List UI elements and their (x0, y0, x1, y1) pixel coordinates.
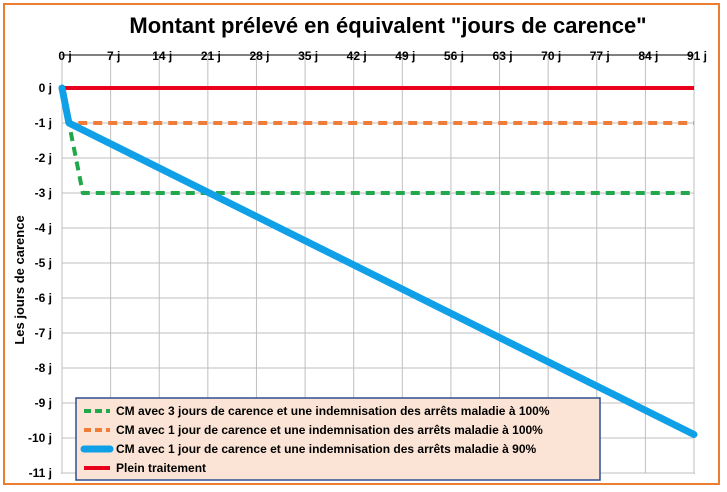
y-tick-label: -8 j (35, 361, 52, 375)
x-tick-label: 0 j (58, 49, 71, 63)
x-tick-label: 56 j (444, 49, 464, 63)
legend: CM avec 3 jours de carence et une indemn… (75, 397, 601, 481)
legend-label-3: CM avec 1 jour de carence et une indemni… (116, 442, 537, 456)
x-tick-label: 14 j (152, 49, 172, 63)
y-tick-label: -7 j (35, 326, 52, 340)
series-line-3 (58, 84, 698, 438)
y-tick-label: -4 j (35, 221, 52, 235)
y-axis-label: Les jours de carence (12, 215, 27, 344)
x-tick-label: 84 j (638, 49, 658, 63)
y-tick-labels: 0 j -1 j -2 j -3 j -4 j -5 j -6 j -7 j -8 j -9 j -… (28, 81, 52, 480)
legend-label-4: Plein traitement (116, 461, 206, 475)
y-tick-label: -6 j (35, 291, 52, 305)
x-tick-label: 35 j (298, 49, 318, 63)
y-tick-label: -3 j (35, 186, 52, 200)
x-tick-label: 49 j (395, 49, 415, 63)
x-tick-label: 42 j (347, 49, 367, 63)
x-tick-label: 63 j (493, 49, 513, 63)
x-tick-labels: 0 j 7 j 14 j 21 j 28 j 35 j 42 j 49 j 56 j 63 j 70… (58, 49, 707, 63)
legend-label-2: CM avec 1 jour de carence et une indemni… (116, 423, 543, 437)
y-tick-label: -10 j (28, 431, 52, 445)
x-tick-label: 91 j (687, 49, 707, 63)
x-tick-label: 7 j (107, 49, 120, 63)
x-tick-label: 21 j (201, 49, 221, 63)
y-tick-label: -9 j (35, 396, 52, 410)
x-tick-label: 70 j (541, 49, 561, 63)
legend-label-1: CM avec 3 jours de carence et une indemn… (116, 404, 550, 418)
y-tick-label: -5 j (35, 256, 52, 270)
x-tick-label: 77 j (590, 49, 610, 63)
x-tick-label: 28 j (249, 49, 269, 63)
y-tick-label: -2 j (35, 151, 52, 165)
series-lines (58, 84, 698, 438)
y-tick-label: 0 j (39, 81, 52, 95)
chart-title: Montant prélevé en équivalent "jours de … (129, 13, 646, 38)
y-tick-label: -1 j (35, 116, 52, 130)
legend-box (75, 397, 601, 481)
y-tick-label: -11 j (29, 466, 52, 480)
